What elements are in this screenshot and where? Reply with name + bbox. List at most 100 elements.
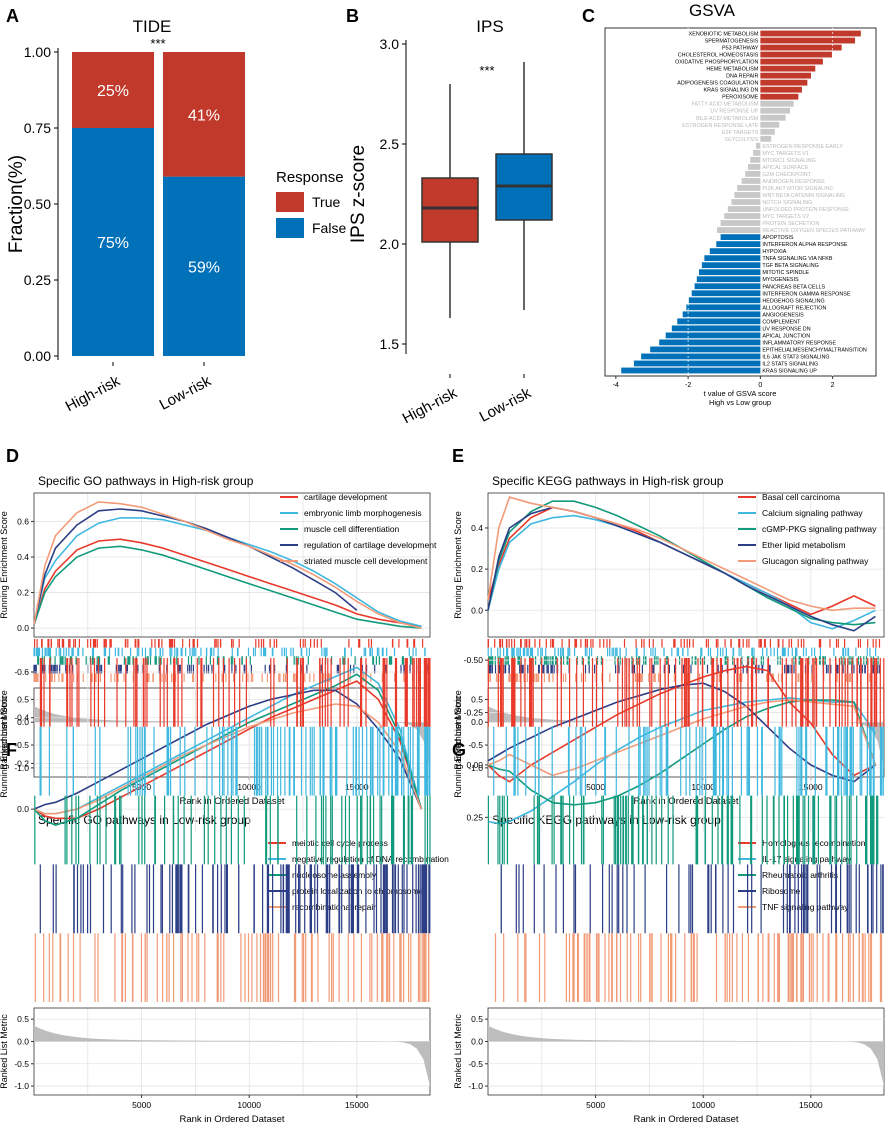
- legend-label: striated muscle cell development: [304, 556, 428, 566]
- x-tick-label: 5000: [132, 1100, 151, 1110]
- y-tick-label: 0.2: [471, 564, 483, 574]
- panel-letter-g: G: [452, 740, 466, 760]
- gsva-bar-label: IL2 STAT5 SIGNALING: [762, 361, 818, 367]
- y-axis-label: IPS z-score: [348, 145, 369, 243]
- gsva-bar-label: HEME METABOLISM: [706, 67, 759, 73]
- y-tick-label: -0.5: [14, 1059, 29, 1069]
- es-line-cgmp-pkg-signaling-pathway: [487, 500, 876, 626]
- rank-metric-area: [34, 706, 430, 768]
- y-tick-label: 2.5: [380, 136, 400, 152]
- y-tick-label: -1.0: [468, 1081, 483, 1091]
- es-line-recombinational-repair: [33, 703, 423, 815]
- legend-label: embryonic limb morphogenesis: [304, 508, 422, 518]
- x-axis-label: Rank in Ordered Dataset: [179, 1114, 284, 1123]
- x-tick-label: High-risk: [63, 372, 124, 415]
- hit-ticks: [37, 656, 413, 665]
- y-tick-label: 3.0: [380, 36, 400, 52]
- bar-data-label: 59%: [188, 259, 220, 276]
- gsva-bar: [720, 234, 761, 241]
- gsva-bar: [760, 79, 808, 86]
- gsva-bar: [698, 269, 761, 276]
- gsva-bar-label: PROTEIN SECRETION: [762, 221, 819, 227]
- y-tick-label: 0.5: [17, 694, 29, 704]
- y-tick-label: 0.50: [24, 196, 51, 212]
- y-tick-label: 0.25: [24, 272, 51, 288]
- hit-ticks: [39, 864, 431, 934]
- panel-letter-b: B: [346, 6, 359, 26]
- x-tick-label: 0: [758, 382, 762, 389]
- gsva-bar: [701, 262, 761, 269]
- gsva-bar-label: TGF BETA SIGNALING: [762, 263, 819, 269]
- panel-b-ips-chart: IPS 1.5 2.0 2.5 3.0 IPS z-score High-risk Low-r…: [348, 17, 553, 427]
- legend-label-false: False: [312, 220, 346, 236]
- gsva-bar: [760, 128, 775, 135]
- y-axis-label: Running Enrichment Score: [0, 690, 9, 798]
- legend-label: cGMP-PKG signaling pathway: [762, 524, 877, 534]
- gsva-bar: [741, 178, 761, 184]
- y-tick-label: 0.0: [471, 605, 483, 615]
- y-tick-label: 0.75: [24, 120, 51, 136]
- gsva-bar: [760, 114, 786, 121]
- y-tick-label: 2.0: [380, 236, 400, 252]
- gsva-bar: [750, 156, 761, 163]
- gsva-bar: [686, 304, 761, 311]
- gsva-bar: [760, 100, 794, 107]
- y-tick-label: 0.2: [17, 588, 29, 598]
- gsva-bar-label: MYC TARGETS V2: [762, 214, 809, 220]
- gsva-bar-label: NOTCH SIGNALING: [762, 200, 812, 206]
- x-tick-label: 10000: [691, 1100, 715, 1110]
- gsva-bar: [760, 44, 842, 51]
- gsva-bar: [760, 135, 772, 142]
- es-line-striated-muscle-cell-development: [33, 501, 422, 629]
- x-tick-label: 15000: [345, 1100, 369, 1110]
- legend-label: recombinational repair: [292, 902, 376, 912]
- gsva-bar: [688, 297, 761, 304]
- plot-frame: [604, 27, 877, 377]
- bar-false-low-risk: [163, 176, 245, 356]
- gsva-bar: [727, 206, 761, 212]
- y-tick-label: -1.0: [14, 1081, 29, 1091]
- legend-label: Rheumatoid arthritis: [762, 870, 838, 880]
- bar-true-high-risk: [72, 52, 154, 128]
- significance-label: ***: [150, 36, 165, 51]
- gsva-bar-label: REACTIVE OXYGEN SPECIES PATHWAY: [762, 228, 866, 234]
- gsva-bar: [720, 220, 761, 226]
- gsva-bar-label: ANDROGEN RESPONSE: [762, 179, 825, 185]
- legend-swatch-true: [276, 192, 304, 212]
- gsva-bar-label: EPITHELIALMESENCHYMALTRANSITION: [762, 347, 867, 353]
- panel-letter-f: F: [6, 740, 17, 760]
- bar-data-label: 25%: [97, 83, 129, 100]
- hit-ticks: [33, 647, 426, 657]
- gsva-bar-label: IL6 JAK STAT3 SIGNALING: [762, 354, 829, 360]
- rank-metric-area: [34, 1025, 430, 1087]
- y-tick-label: 1.5: [380, 336, 400, 352]
- gsva-bar: [753, 149, 761, 156]
- legend-label-true: True: [312, 194, 340, 210]
- gsva-bar-label: MTORC1 SIGNALING: [762, 158, 816, 164]
- gsva-bar-label: ESTROGEN RESPONSE EARLY: [762, 144, 843, 150]
- gsva-bar: [745, 171, 761, 177]
- hit-ticks: [487, 639, 881, 648]
- gsva-bar-label: P53 PATHWAY: [722, 46, 759, 52]
- hit-ticks: [487, 658, 885, 727]
- gsva-bar: [760, 51, 832, 58]
- panel-f-gsea-chart: Specific GO pathways in Low-risk group0.…: [0, 656, 449, 1123]
- gsva-bar-label: MYOGENESIS: [762, 277, 799, 283]
- y-tick-label: 0.0: [471, 1036, 483, 1046]
- legend-label: Glucagon signaling pathway: [762, 556, 869, 566]
- y-tick-label: -0.4: [14, 713, 29, 723]
- y-tick-label: 0.5: [471, 694, 483, 704]
- x-tick-label: Low-risk: [157, 372, 215, 413]
- rank-y-axis-label: Ranked List Metric: [0, 1014, 9, 1089]
- rank-frame: [487, 1007, 885, 1096]
- gsva-bar-label: ALLOGRAFT REJECTION: [762, 305, 826, 311]
- gsva-bar-label: ANGIOGENESIS: [762, 312, 804, 318]
- gsva-bar-label: INTERFERON GAMMA RESPONSE: [762, 291, 850, 297]
- legend-label: regulation of cartilage development: [304, 540, 437, 550]
- y-tick-label: 0.0: [17, 717, 29, 727]
- gsva-bar-label: FATTY ACID METABOLISM: [692, 102, 759, 108]
- legend-label: nucleosome assembly: [292, 870, 377, 880]
- hit-ticks: [39, 726, 431, 796]
- es-line-nucleosome-assembly: [33, 673, 423, 826]
